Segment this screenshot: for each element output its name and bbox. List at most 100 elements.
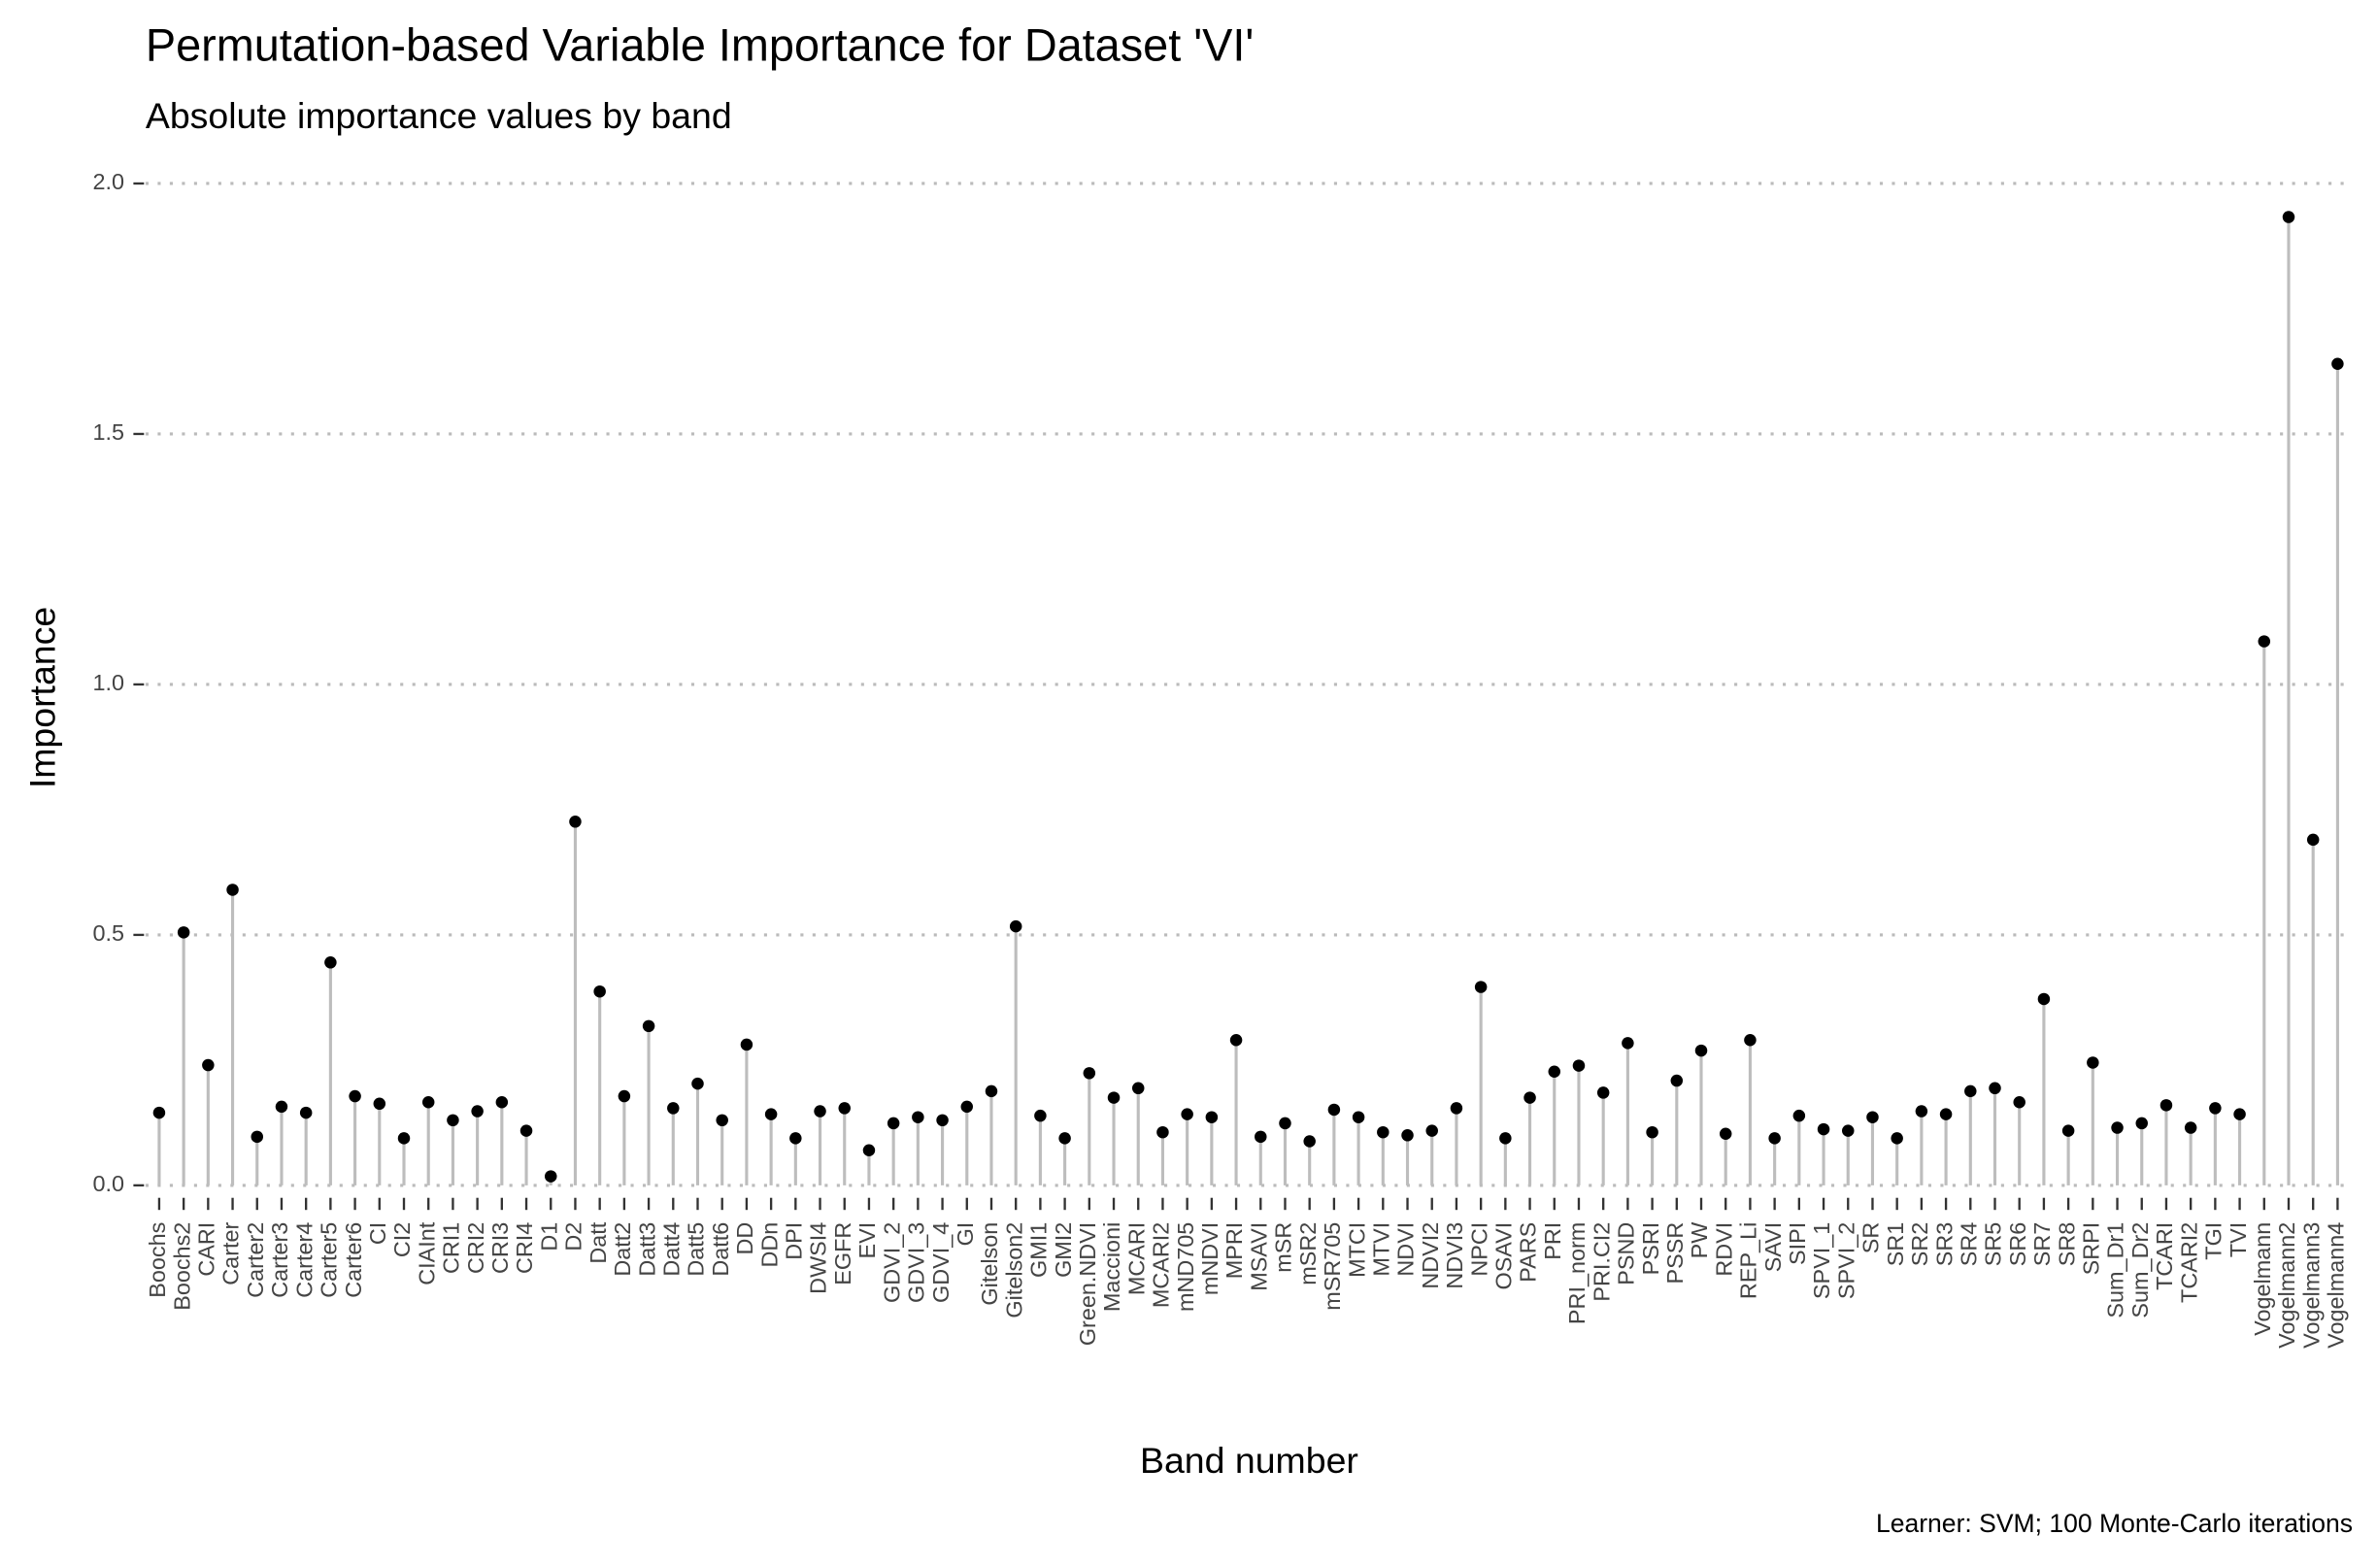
x-tick-label: Gitelson — [977, 1222, 1002, 1306]
x-tick-label: SIPI — [1785, 1222, 1810, 1265]
point — [716, 1114, 728, 1127]
x-axis-label: Band number — [1140, 1440, 1358, 1481]
x-tick-label: Gitelson2 — [1001, 1222, 1026, 1318]
point — [1842, 1124, 1855, 1137]
point — [1083, 1067, 1096, 1080]
x-tick-label: GI — [953, 1222, 978, 1247]
point — [2258, 635, 2271, 648]
point — [1768, 1132, 1781, 1145]
x-tick-label: CARI — [194, 1222, 219, 1277]
point — [2013, 1095, 2025, 1109]
point — [1131, 1082, 1145, 1095]
x-tick-label: Datt2 — [610, 1222, 635, 1277]
y-axis-label: Importance — [22, 607, 63, 788]
point — [1401, 1129, 1414, 1142]
point — [1352, 1111, 1365, 1123]
point — [373, 1097, 386, 1111]
point — [349, 1089, 361, 1103]
x-tick-label: EGFR — [830, 1222, 855, 1285]
point — [324, 956, 337, 969]
point — [1964, 1084, 1977, 1098]
x-tick-label: mSR705 — [1320, 1222, 1345, 1311]
point — [1499, 1132, 1512, 1145]
point — [2331, 357, 2344, 370]
point — [789, 1132, 802, 1145]
x-tick-label: PW — [1687, 1221, 1712, 1259]
x-tick-label: TGI — [2201, 1222, 2226, 1260]
x-tick-label: TVI — [2226, 1222, 2251, 1257]
point — [1156, 1125, 1169, 1139]
point — [667, 1102, 680, 1115]
point — [642, 1019, 655, 1033]
x-tick-label: SR6 — [2005, 1222, 2030, 1267]
point — [1646, 1125, 1658, 1139]
x-tick-label: CRI2 — [463, 1222, 488, 1274]
point — [1596, 1086, 1610, 1099]
point — [1425, 1124, 1438, 1137]
x-tick-label: Datt6 — [708, 1222, 733, 1277]
point — [1622, 1037, 1634, 1050]
point — [1229, 1034, 1243, 1047]
point — [814, 1105, 826, 1118]
point — [1572, 1059, 1586, 1072]
point — [519, 1124, 533, 1137]
x-tick-label: SR2 — [1907, 1222, 1932, 1267]
point — [1303, 1135, 1316, 1148]
x-tick-label: PRI.CI2 — [1589, 1222, 1614, 1302]
caption: Learner: SVM; 100 Monte-Carlo iterations — [1876, 1509, 2353, 1538]
x-tick-label: Vogelmann2 — [2274, 1222, 2299, 1349]
y-tick-label: 0.0 — [92, 1171, 124, 1196]
x-tick-label: Carter3 — [267, 1222, 292, 1298]
point — [1450, 1102, 1463, 1115]
point — [1939, 1108, 1953, 1120]
x-tick-label: Carter6 — [341, 1222, 366, 1298]
x-tick-label: MCARI2 — [1149, 1222, 1174, 1308]
point — [618, 1089, 631, 1103]
point — [2061, 1124, 2075, 1137]
point — [1866, 1111, 1879, 1123]
point — [2037, 992, 2051, 1006]
point — [1744, 1034, 1757, 1047]
point — [691, 1077, 704, 1090]
point — [1279, 1117, 1291, 1130]
x-tick-label: Vogelmann4 — [2324, 1222, 2349, 1349]
point — [421, 1095, 435, 1109]
point — [2306, 833, 2320, 847]
x-tick-label: Boochs2 — [169, 1222, 194, 1311]
point — [1670, 1074, 1684, 1087]
x-tick-label: CRI1 — [439, 1222, 464, 1274]
x-tick-label: Datt3 — [634, 1222, 659, 1277]
x-tick-label: REP_Li — [1736, 1222, 1761, 1299]
x-tick-label: PARS — [1516, 1222, 1541, 1283]
point — [177, 926, 190, 939]
x-tick-label: PSND — [1614, 1222, 1639, 1285]
point — [1009, 919, 1022, 933]
x-tick-label: Vogelmann — [2250, 1222, 2275, 1336]
x-tick-label: SRPI — [2079, 1222, 2104, 1276]
point — [1915, 1105, 1928, 1118]
x-tick-label: DDn — [756, 1222, 782, 1268]
point — [1107, 1091, 1121, 1104]
x-tick-label: D1 — [536, 1222, 561, 1251]
point — [1058, 1132, 1071, 1145]
x-tick-label: Carter — [218, 1221, 244, 1284]
chart-subtitle: Absolute importance values by band — [146, 95, 732, 136]
x-tick-label: mSR2 — [1295, 1222, 1321, 1285]
chart-title: Permutation-based Variable Importance fo… — [146, 20, 1254, 71]
y-tick-label: 2.0 — [92, 169, 124, 194]
point — [545, 1170, 557, 1183]
x-tick-label: Carter5 — [317, 1222, 342, 1298]
point — [1719, 1127, 1732, 1140]
x-tick-label: Carter2 — [243, 1222, 268, 1298]
point — [912, 1111, 924, 1123]
x-tick-label: Datt5 — [684, 1222, 709, 1277]
x-tick-label: OSAVI — [1491, 1222, 1517, 1290]
point — [1181, 1108, 1193, 1120]
x-tick-label: RDVI — [1711, 1222, 1736, 1277]
y-tick-label: 1.5 — [92, 419, 124, 445]
point — [2184, 1121, 2197, 1134]
x-tick-label: SR — [1858, 1222, 1884, 1254]
x-tick-label: Sum_Dr2 — [2127, 1222, 2153, 1318]
x-tick-label: DWSI4 — [806, 1222, 831, 1294]
